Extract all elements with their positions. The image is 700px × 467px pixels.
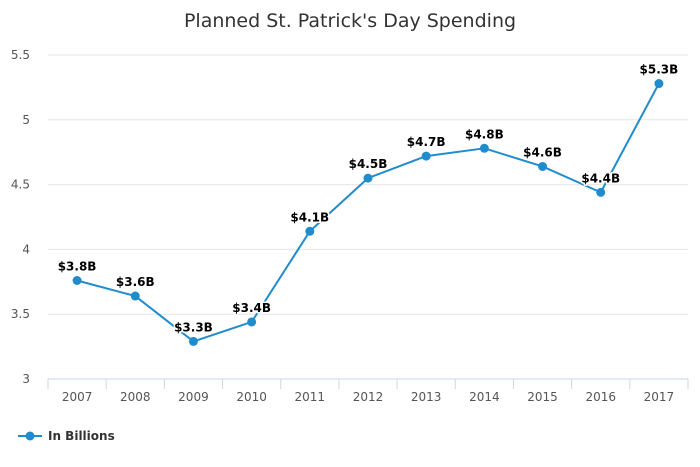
data-label: $4.4B [581, 171, 620, 185]
data-label: $3.3B [174, 320, 213, 334]
y-tick-label: 3.5 [11, 307, 30, 321]
grid-lines [48, 54, 688, 380]
y-tick-label: 4.5 [11, 178, 30, 192]
chart-title: Planned St. Patrick's Day Spending [184, 10, 516, 32]
data-labels: $3.8B $3.6B $3.3B $3.4B $4.1B $4.5B $4.7B $4.8B… [56, 61, 680, 336]
legend[interactable]: In Billions [18, 429, 115, 443]
data-point[interactable] [421, 151, 431, 161]
data-label: $4.5B [349, 157, 388, 171]
data-label: $4.7B [407, 135, 446, 149]
series-in-billions [72, 79, 664, 346]
data-point[interactable] [72, 276, 82, 286]
x-tick-label: 2009 [178, 390, 209, 404]
x-tick-label: 2008 [120, 390, 151, 404]
legend-marker-icon [25, 431, 35, 441]
data-point[interactable] [130, 291, 140, 301]
data-point[interactable] [596, 187, 606, 197]
data-point[interactable] [188, 336, 198, 346]
data-label: $3.6B [116, 275, 155, 289]
y-axis: 3 3.5 4 4.5 5 5.5 [11, 48, 30, 386]
x-tick-label: 2015 [527, 390, 558, 404]
data-label: $3.4B [232, 301, 271, 315]
x-tick-label: 2011 [295, 390, 326, 404]
x-tick-label: 2007 [62, 390, 93, 404]
data-point[interactable] [479, 143, 489, 153]
x-tick-label: 2012 [353, 390, 384, 404]
data-label: $4.8B [465, 127, 504, 141]
x-axis: 2007 2008 2009 2010 2011 2012 2013 2014 2015 2016… [47, 379, 689, 404]
data-point[interactable] [654, 79, 664, 89]
data-label: $4.1B [290, 210, 329, 224]
series-line [76, 82, 660, 343]
y-tick-label: 5.5 [11, 48, 30, 62]
data-point[interactable] [247, 317, 257, 327]
x-tick-label: 2010 [236, 390, 267, 404]
data-label: $4.6B [523, 145, 562, 159]
legend-label: In Billions [48, 429, 115, 443]
y-tick-label: 5 [22, 113, 30, 127]
data-point[interactable] [363, 173, 373, 183]
data-label: $3.8B [58, 260, 97, 274]
data-point[interactable] [538, 161, 548, 171]
y-tick-label: 3 [22, 372, 30, 386]
x-tick-label: 2014 [469, 390, 500, 404]
y-tick-label: 4 [22, 242, 30, 256]
data-label: $5.3B [640, 63, 679, 77]
data-point[interactable] [305, 226, 315, 236]
x-tick-label: 2017 [644, 390, 675, 404]
x-tick-label: 2013 [411, 390, 442, 404]
x-tick-label: 2016 [585, 390, 616, 404]
